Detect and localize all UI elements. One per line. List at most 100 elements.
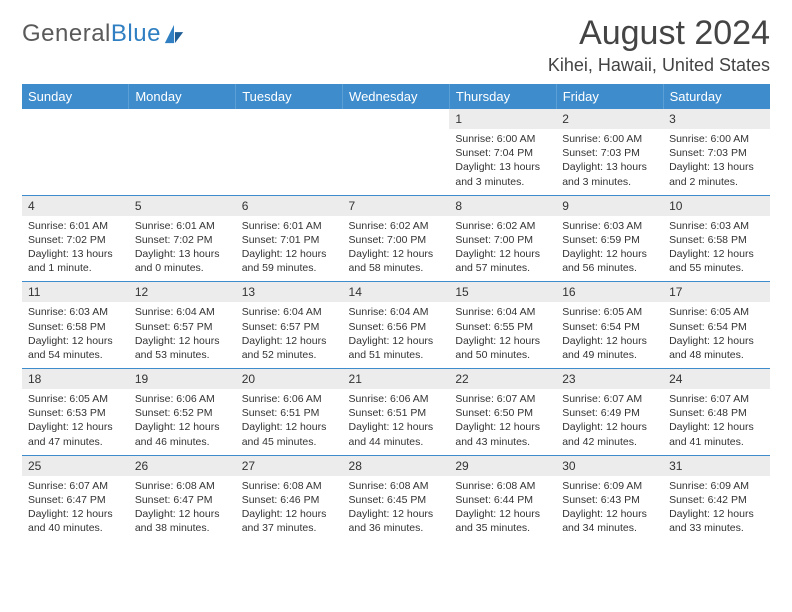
day-details-cell: Sunrise: 6:00 AMSunset: 7:03 PMDaylight:… xyxy=(556,129,663,195)
sunrise-line: Sunrise: 6:02 AM xyxy=(349,219,444,233)
daylight-line: Daylight: 12 hours and 44 minutes. xyxy=(349,420,444,448)
day-number-cell xyxy=(343,109,450,129)
daylight-line: Daylight: 12 hours and 43 minutes. xyxy=(455,420,550,448)
daylight-line: Daylight: 12 hours and 58 minutes. xyxy=(349,247,444,275)
day-details-cell: Sunrise: 6:08 AMSunset: 6:44 PMDaylight:… xyxy=(449,476,556,542)
brand-logo: GeneralBlue xyxy=(22,20,185,48)
day-details-cell: Sunrise: 6:08 AMSunset: 6:45 PMDaylight:… xyxy=(343,476,450,542)
day-number-cell: 24 xyxy=(663,369,770,390)
weekday-header: Monday xyxy=(129,84,236,109)
calendar-table: SundayMondayTuesdayWednesdayThursdayFrid… xyxy=(22,84,770,541)
sunrise-line: Sunrise: 6:05 AM xyxy=(28,392,123,406)
day-details-cell: Sunrise: 6:04 AMSunset: 6:57 PMDaylight:… xyxy=(129,302,236,368)
brand-text: GeneralBlue xyxy=(22,20,161,48)
day-details-row: Sunrise: 6:01 AMSunset: 7:02 PMDaylight:… xyxy=(22,216,770,282)
day-number-cell: 13 xyxy=(236,282,343,303)
sunrise-line: Sunrise: 6:04 AM xyxy=(455,305,550,319)
day-details-cell xyxy=(236,129,343,195)
weekday-header: Saturday xyxy=(663,84,770,109)
daylight-line: Daylight: 12 hours and 33 minutes. xyxy=(669,507,764,535)
daylight-line: Daylight: 12 hours and 38 minutes. xyxy=(135,507,230,535)
sunrise-line: Sunrise: 6:03 AM xyxy=(669,219,764,233)
day-details-row: Sunrise: 6:00 AM Sunset: 7:04 PM Daylight:… xyxy=(22,129,770,195)
day-number-row: 18192021222324 xyxy=(22,369,770,390)
day-number-cell xyxy=(236,109,343,129)
day-number-cell: 11 xyxy=(22,282,129,303)
day-number-cell: 8 xyxy=(449,195,556,216)
sunset-line: Sunset: 7:00 PM xyxy=(455,233,550,247)
sunrise-line: Sunrise: 6:04 AM xyxy=(349,305,444,319)
day-details-row: Sunrise: 6:03 AMSunset: 6:58 PMDaylight:… xyxy=(22,302,770,368)
sunset-line: Sunset: 6:55 PM xyxy=(455,320,550,334)
day-number-cell: 29 xyxy=(449,455,556,476)
day-number-row: 25262728293031 xyxy=(22,455,770,476)
day-number-cell: 20 xyxy=(236,369,343,390)
sunrise-line: Sunrise: 6:08 AM xyxy=(135,479,230,493)
sunset-line: Sunset: 7:04 PM xyxy=(455,146,550,160)
daylight-line: Daylight: 13 hours and 1 minute. xyxy=(28,247,123,275)
daylight-line: Daylight: 12 hours and 37 minutes. xyxy=(242,507,337,535)
day-number-cell: 23 xyxy=(556,369,663,390)
daylight-line: Daylight: 12 hours and 49 minutes. xyxy=(562,334,657,362)
day-number-cell: 12 xyxy=(129,282,236,303)
day-number-cell: 27 xyxy=(236,455,343,476)
sunset-line: Sunset: 6:47 PM xyxy=(28,493,123,507)
daylight-line: Daylight: 12 hours and 45 minutes. xyxy=(242,420,337,448)
daylight-line: Daylight: 12 hours and 54 minutes. xyxy=(28,334,123,362)
day-details-cell: Sunrise: 6:00 AMSunset: 7:03 PMDaylight:… xyxy=(663,129,770,195)
sunset-line: Sunset: 6:48 PM xyxy=(669,406,764,420)
daylight-line: Daylight: 12 hours and 53 minutes. xyxy=(135,334,230,362)
calendar-body: 12 3 Sunrise: 6:00 AM Sunset: 7:04 PM Daylig… xyxy=(22,109,770,541)
sunrise-line: Sunrise: 6:08 AM xyxy=(242,479,337,493)
sunset-line: Sunset: 6:53 PM xyxy=(28,406,123,420)
day-number-cell: 5 xyxy=(129,195,236,216)
day-details-cell: Sunrise: 6:05 AMSunset: 6:53 PMDaylight:… xyxy=(22,389,129,455)
day-details-cell: Sunrise: 6:01 AMSunset: 7:01 PMDaylight:… xyxy=(236,216,343,282)
sunrise-line: Sunrise: 6:02 AM xyxy=(455,219,550,233)
sunset-line: Sunset: 7:00 PM xyxy=(349,233,444,247)
day-details-cell: Sunrise: 6:07 AMSunset: 6:49 PMDaylight:… xyxy=(556,389,663,455)
day-details-cell: Sunrise: 6:00 AMSunset: 7:04 PMDaylight:… xyxy=(449,129,556,195)
sunset-line: Sunset: 6:56 PM xyxy=(349,320,444,334)
sunset-line: Sunset: 6:51 PM xyxy=(242,406,337,420)
day-details-cell: Sunrise: 6:09 AMSunset: 6:43 PMDaylight:… xyxy=(556,476,663,542)
sunrise-line: Sunrise: 6:04 AM xyxy=(135,305,230,319)
daylight-line: Daylight: 12 hours and 40 minutes. xyxy=(28,507,123,535)
day-details-cell: Sunrise: 6:07 AMSunset: 6:50 PMDaylight:… xyxy=(449,389,556,455)
day-number-cell: 21 xyxy=(343,369,450,390)
day-number-cell xyxy=(129,109,236,129)
location-label: Kihei, Hawaii, United States xyxy=(548,55,770,76)
day-number-cell xyxy=(22,109,129,129)
sunset-line: Sunset: 7:02 PM xyxy=(135,233,230,247)
day-number-row: 45678910 xyxy=(22,195,770,216)
sunrise-line: Sunrise: 6:04 AM xyxy=(242,305,337,319)
day-number-cell: 19 xyxy=(129,369,236,390)
sunrise-line: Sunrise: 6:00 AM xyxy=(669,132,764,146)
day-details-cell: Sunrise: 6:05 AMSunset: 6:54 PMDaylight:… xyxy=(663,302,770,368)
day-details-cell: Sunrise: 6:08 AMSunset: 6:46 PMDaylight:… xyxy=(236,476,343,542)
day-details-cell: Sunrise: 6:02 AMSunset: 7:00 PMDaylight:… xyxy=(343,216,450,282)
sunset-line: Sunset: 7:02 PM xyxy=(28,233,123,247)
sunset-line: Sunset: 6:45 PM xyxy=(349,493,444,507)
sunrise-line: Sunrise: 6:01 AM xyxy=(28,219,123,233)
sunrise-line: Sunrise: 6:03 AM xyxy=(28,305,123,319)
weekday-header: Sunday xyxy=(22,84,129,109)
day-details-cell: Sunrise: 6:01 AMSunset: 7:02 PMDaylight:… xyxy=(129,216,236,282)
day-details-row: Sunrise: 6:05 AMSunset: 6:53 PMDaylight:… xyxy=(22,389,770,455)
sunset-line: Sunset: 6:57 PM xyxy=(135,320,230,334)
sunrise-line: Sunrise: 6:07 AM xyxy=(28,479,123,493)
day-number-cell: 2 xyxy=(556,109,663,129)
day-number-cell: 3 xyxy=(663,109,770,129)
title-area: August 2024 Kihei, Hawaii, United States xyxy=(548,14,770,76)
daylight-line: Daylight: 12 hours and 34 minutes. xyxy=(562,507,657,535)
sunrise-line: Sunrise: 6:06 AM xyxy=(349,392,444,406)
daylight-line: Daylight: 12 hours and 47 minutes. xyxy=(28,420,123,448)
daylight-line: Daylight: 13 hours and 3 minutes. xyxy=(562,160,657,188)
sunrise-line: Sunrise: 6:07 AM xyxy=(669,392,764,406)
day-number-cell: 22 xyxy=(449,369,556,390)
sunrise-line: Sunrise: 6:05 AM xyxy=(669,305,764,319)
sunrise-line: Sunrise: 6:08 AM xyxy=(455,479,550,493)
sunset-line: Sunset: 6:50 PM xyxy=(455,406,550,420)
day-details-cell: Sunrise: 6:08 AMSunset: 6:47 PMDaylight:… xyxy=(129,476,236,542)
daylight-line: Daylight: 13 hours and 2 minutes. xyxy=(669,160,764,188)
